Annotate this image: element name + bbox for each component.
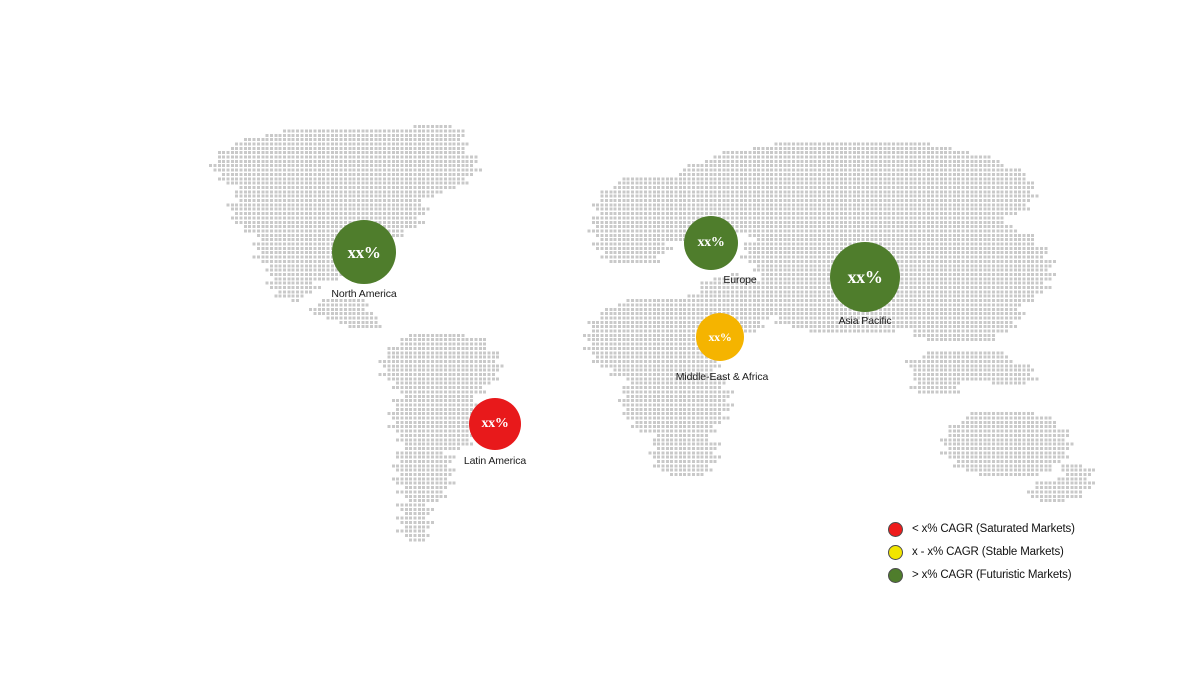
legend-item-futuristic[interactable]: > x% CAGR (Futuristic Markets) — [888, 564, 1075, 586]
legend-dot-green-icon — [888, 567, 903, 583]
legend-item-saturated[interactable]: < x% CAGR (Saturated Markets) — [888, 518, 1075, 540]
label-asia-pacific: Asia Pacific — [838, 315, 892, 327]
label-europe: Europe — [723, 274, 757, 286]
label-north-america: North America — [331, 288, 397, 300]
label-latin-america: Latin America — [463, 455, 527, 467]
bubble-value-middle-east-africa: xx% — [708, 330, 732, 344]
bubble-asia-pacific[interactable]: xx% — [830, 242, 900, 312]
legend-dot-red-icon — [888, 521, 903, 537]
legend: < x% CAGR (Saturated Markets) x - x% CAG… — [888, 518, 1075, 587]
legend-dot-yellow-icon — [888, 544, 903, 560]
legend-label-saturated: < x% CAGR (Saturated Markets) — [912, 523, 1075, 535]
bubble-value-north-america: xx% — [347, 242, 381, 262]
legend-label-stable: x - x% CAGR (Stable Markets) — [912, 546, 1064, 558]
legend-item-stable[interactable]: x - x% CAGR (Stable Markets) — [888, 541, 1075, 563]
bubble-europe[interactable]: xx% — [684, 216, 738, 270]
bubble-middle-east-africa[interactable]: xx% — [696, 313, 744, 361]
legend-label-futuristic: > x% CAGR (Futuristic Markets) — [912, 569, 1072, 581]
bubble-value-europe: xx% — [697, 235, 725, 250]
label-middle-east-africa: Middle-East & Africa — [675, 371, 769, 383]
bubble-value-latin-america: xx% — [481, 416, 509, 431]
bubble-latin-america[interactable]: xx% — [469, 398, 521, 450]
bubble-north-america[interactable]: xx% — [332, 220, 396, 284]
bubble-value-asia-pacific: xx% — [847, 267, 883, 287]
